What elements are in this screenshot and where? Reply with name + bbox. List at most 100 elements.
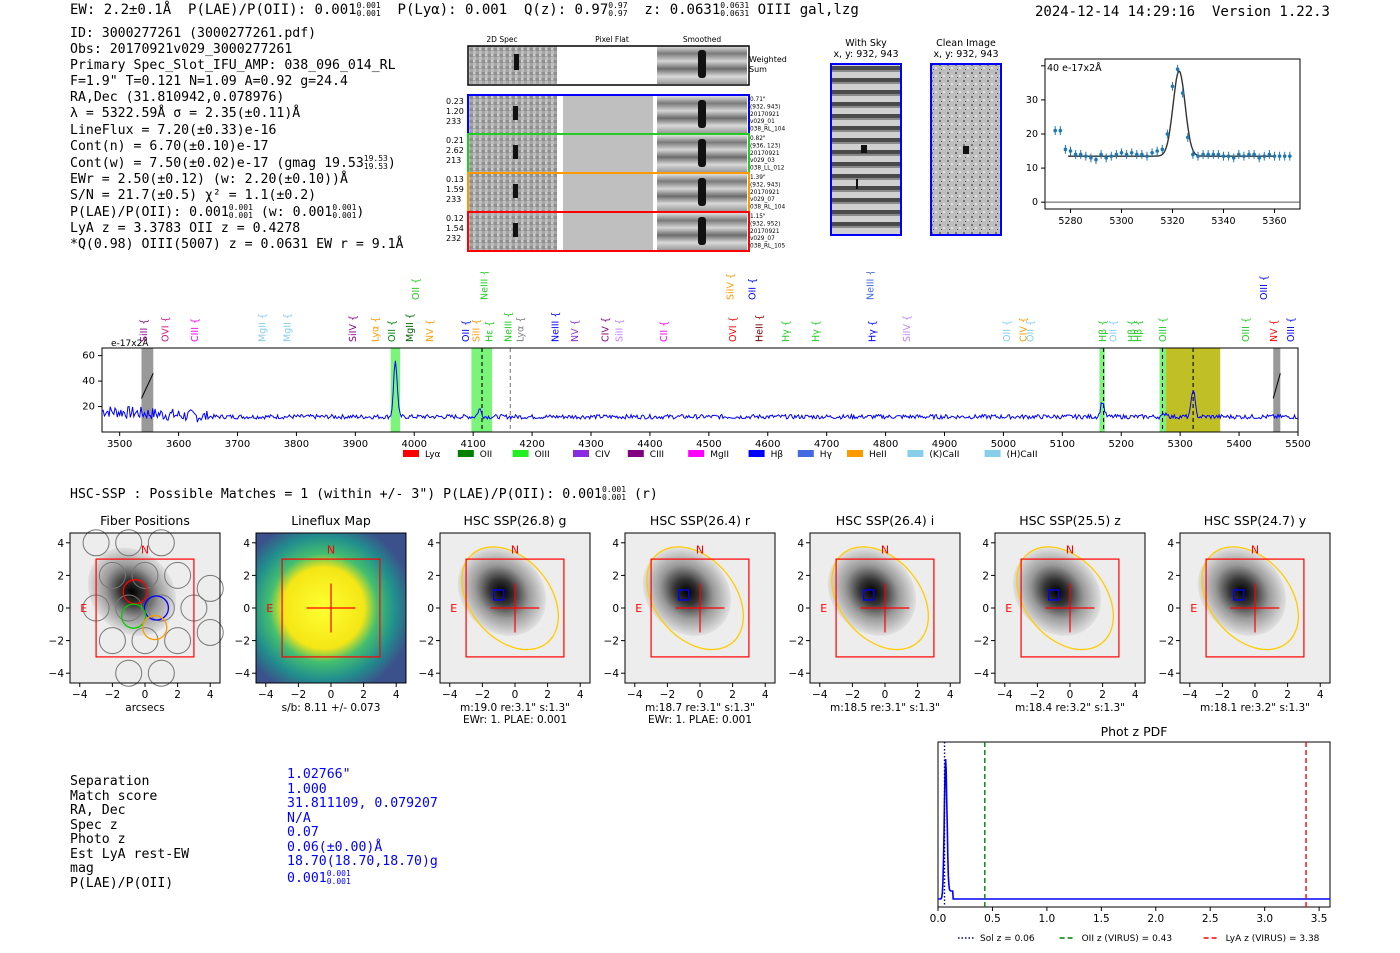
- x-tick-label: 2: [914, 689, 921, 701]
- emission-line-label: NeIII {: [504, 312, 515, 342]
- y-tick-label: 0: [427, 603, 434, 615]
- y-tick-label: 2: [612, 570, 619, 582]
- emission-line-label: SiIV {: [348, 315, 359, 342]
- legend-entry: (H)CaII: [984, 450, 1038, 460]
- fiber-right-label: v029_07: [750, 197, 775, 203]
- data-point: [1175, 67, 1180, 72]
- match-box: [1048, 589, 1060, 601]
- fiber-left-label: 0.12: [446, 214, 464, 223]
- data-point: [1078, 152, 1083, 157]
- data-point: [1058, 128, 1063, 133]
- svg-text:CIV {: CIV {: [601, 317, 612, 342]
- info-ewr: EWr = 2.50(±0.12) (w: 2.20(±0.10))Å: [70, 171, 348, 187]
- y-tick-label: 0: [982, 603, 989, 615]
- emission-line-label: OII {: [387, 320, 398, 342]
- svg-text:OII: OII: [480, 450, 492, 460]
- data-point: [1191, 152, 1195, 157]
- panel-title: HSC SSP(25.5) z: [1019, 513, 1121, 528]
- data-point: [1242, 154, 1246, 158]
- x-tick-label: −4: [442, 689, 458, 701]
- x-tick-label: 4500: [696, 439, 721, 450]
- x-tick-label: 0: [1252, 689, 1259, 701]
- svg-text:Hβ {: Hβ {: [1133, 320, 1144, 342]
- x-tick-label: 2: [544, 689, 551, 701]
- data-point: [1140, 152, 1144, 157]
- y-tick-label: 60: [82, 351, 95, 362]
- match-labels: Separation Match score RA, Dec Spec z Photo …: [70, 774, 189, 891]
- x-tick-label: 4900: [932, 439, 957, 450]
- svg-text:OIII {: OIII {: [1286, 317, 1297, 342]
- fiber-circle: [131, 627, 159, 655]
- info-radec: RA,Dec (31.810942,0.078976): [70, 90, 285, 106]
- with-sky-title: With Sky x, y: 932, 943: [833, 38, 899, 60]
- svg-text:OVI {: OVI {: [161, 316, 172, 342]
- pdf-legend-entry: Sol z = 0.06: [958, 934, 1035, 944]
- panel-title: HSC SSP(26.4) r: [650, 513, 751, 528]
- fiber-right-label: v029_07: [750, 236, 775, 242]
- svg-text:NV {: NV {: [1269, 319, 1280, 342]
- info-q-line: *Q(0.98) OIII(5007) z = 0.0631 EW r = 9.…: [70, 237, 404, 253]
- x-tick-label: 5500: [1285, 439, 1310, 450]
- match-value: N/A: [287, 810, 311, 826]
- emission-line-label: OII {: [1109, 320, 1120, 342]
- y-tick-label: 0: [797, 603, 804, 615]
- panel-title: HSC SSP(26.4) i: [836, 513, 934, 528]
- match-box: [863, 589, 875, 601]
- y-tick-label: −4: [235, 668, 251, 680]
- y-tick-label: −4: [974, 668, 990, 680]
- fiber-right-label: v029_03: [750, 158, 775, 164]
- fiber-circle: [98, 561, 126, 589]
- panel-title: Lineflux Map: [291, 513, 371, 528]
- emission-line-label: NV {: [570, 319, 581, 342]
- emission-line-label: NV {: [425, 319, 436, 342]
- match-label: Separation: [70, 774, 150, 789]
- x-tick-label: 5200: [1109, 439, 1134, 450]
- match-label: Spec z: [70, 817, 118, 833]
- svg-text:Hγ {: Hγ {: [811, 320, 822, 342]
- svg-text:OIII {: OIII {: [1158, 317, 1169, 342]
- header-plae: P(LAE)/P(OII): 0.001: [188, 2, 357, 18]
- x-tick-label: 2.5: [1202, 913, 1219, 925]
- fiber-right-label: 20170921: [750, 112, 780, 118]
- x-tick-label: 2: [729, 689, 736, 701]
- line-band-gray: [1273, 348, 1281, 432]
- galaxy-blob: [827, 547, 917, 636]
- line-band-gray: [141, 348, 154, 432]
- data-point: [1150, 150, 1154, 155]
- spectrum-axes: [101, 347, 1299, 433]
- data-point: [1109, 154, 1114, 158]
- panel-title: HSC SSP(24.7) y: [1204, 513, 1307, 528]
- info-contw: Cont(w) = 7.50(±0.02)e-17 (gmag 19.53 19.…: [70, 153, 396, 171]
- col-pixel-flat: Pixel Flat: [595, 35, 629, 44]
- hsc-panel: Lineflux Map N E −4 −4 −2 −2 0 0 2 2 4 4 s/b: 8.11 +/…: [235, 513, 407, 714]
- fiber-circle-highlight: [120, 603, 147, 629]
- svg-text:LyA z (VIRUS) = 3.38: LyA z (VIRUS) = 3.38: [1226, 934, 1320, 944]
- galaxy-blob: [642, 547, 732, 636]
- x-tick-label: 2: [1099, 689, 1106, 701]
- masked-hatch: [141, 372, 154, 399]
- svg-text:OII {: OII {: [1002, 320, 1013, 342]
- emission-line-label: NV {: [1269, 319, 1280, 342]
- legend-entry: CIII: [627, 450, 664, 460]
- fiber-left-label: 233: [446, 117, 461, 126]
- aperture-ellipse: [461, 546, 560, 651]
- fiber-right-label: v029_01: [750, 119, 775, 125]
- hsc-cutout-panels: Fiber Positions N E −4 −4 −2 −2 0 0 2 2 4 4 arcsecs Li…: [49, 513, 1331, 723]
- fiber-left-label: 0.13: [446, 175, 464, 184]
- info-lya-z: LyA z = 3.3783 OII z = 0.4278: [70, 221, 301, 237]
- data-point: [1262, 154, 1267, 158]
- emission-line-label: Hβ {: [1098, 320, 1109, 342]
- y-tick-label: 30: [1026, 95, 1038, 106]
- emission-line-label: MgII {: [405, 313, 416, 342]
- svg-text:OII {: OII {: [1109, 320, 1120, 342]
- x-tick-label: 4: [1132, 689, 1139, 701]
- data-point: [1119, 150, 1124, 155]
- header-summary: EW: 2.2±0.1Å P(LAE)/P(OII): 0.001 0.001 0.…: [70, 2, 859, 19]
- panel-caption: m:19.0 re:3.1" s:1.3": [460, 702, 570, 714]
- search-box: [95, 558, 195, 658]
- data-point: [1053, 128, 1057, 133]
- header-qz: Q(z): 0.97: [523, 2, 609, 18]
- x-tick-label: 4: [1317, 689, 1324, 701]
- header-plya: P(Lyα): 0.001: [397, 2, 508, 18]
- zoom-line-fit-plot: 5280 5300 5320 5340 5360 0 10 20 30 40 e-17x2Å: [1026, 58, 1301, 227]
